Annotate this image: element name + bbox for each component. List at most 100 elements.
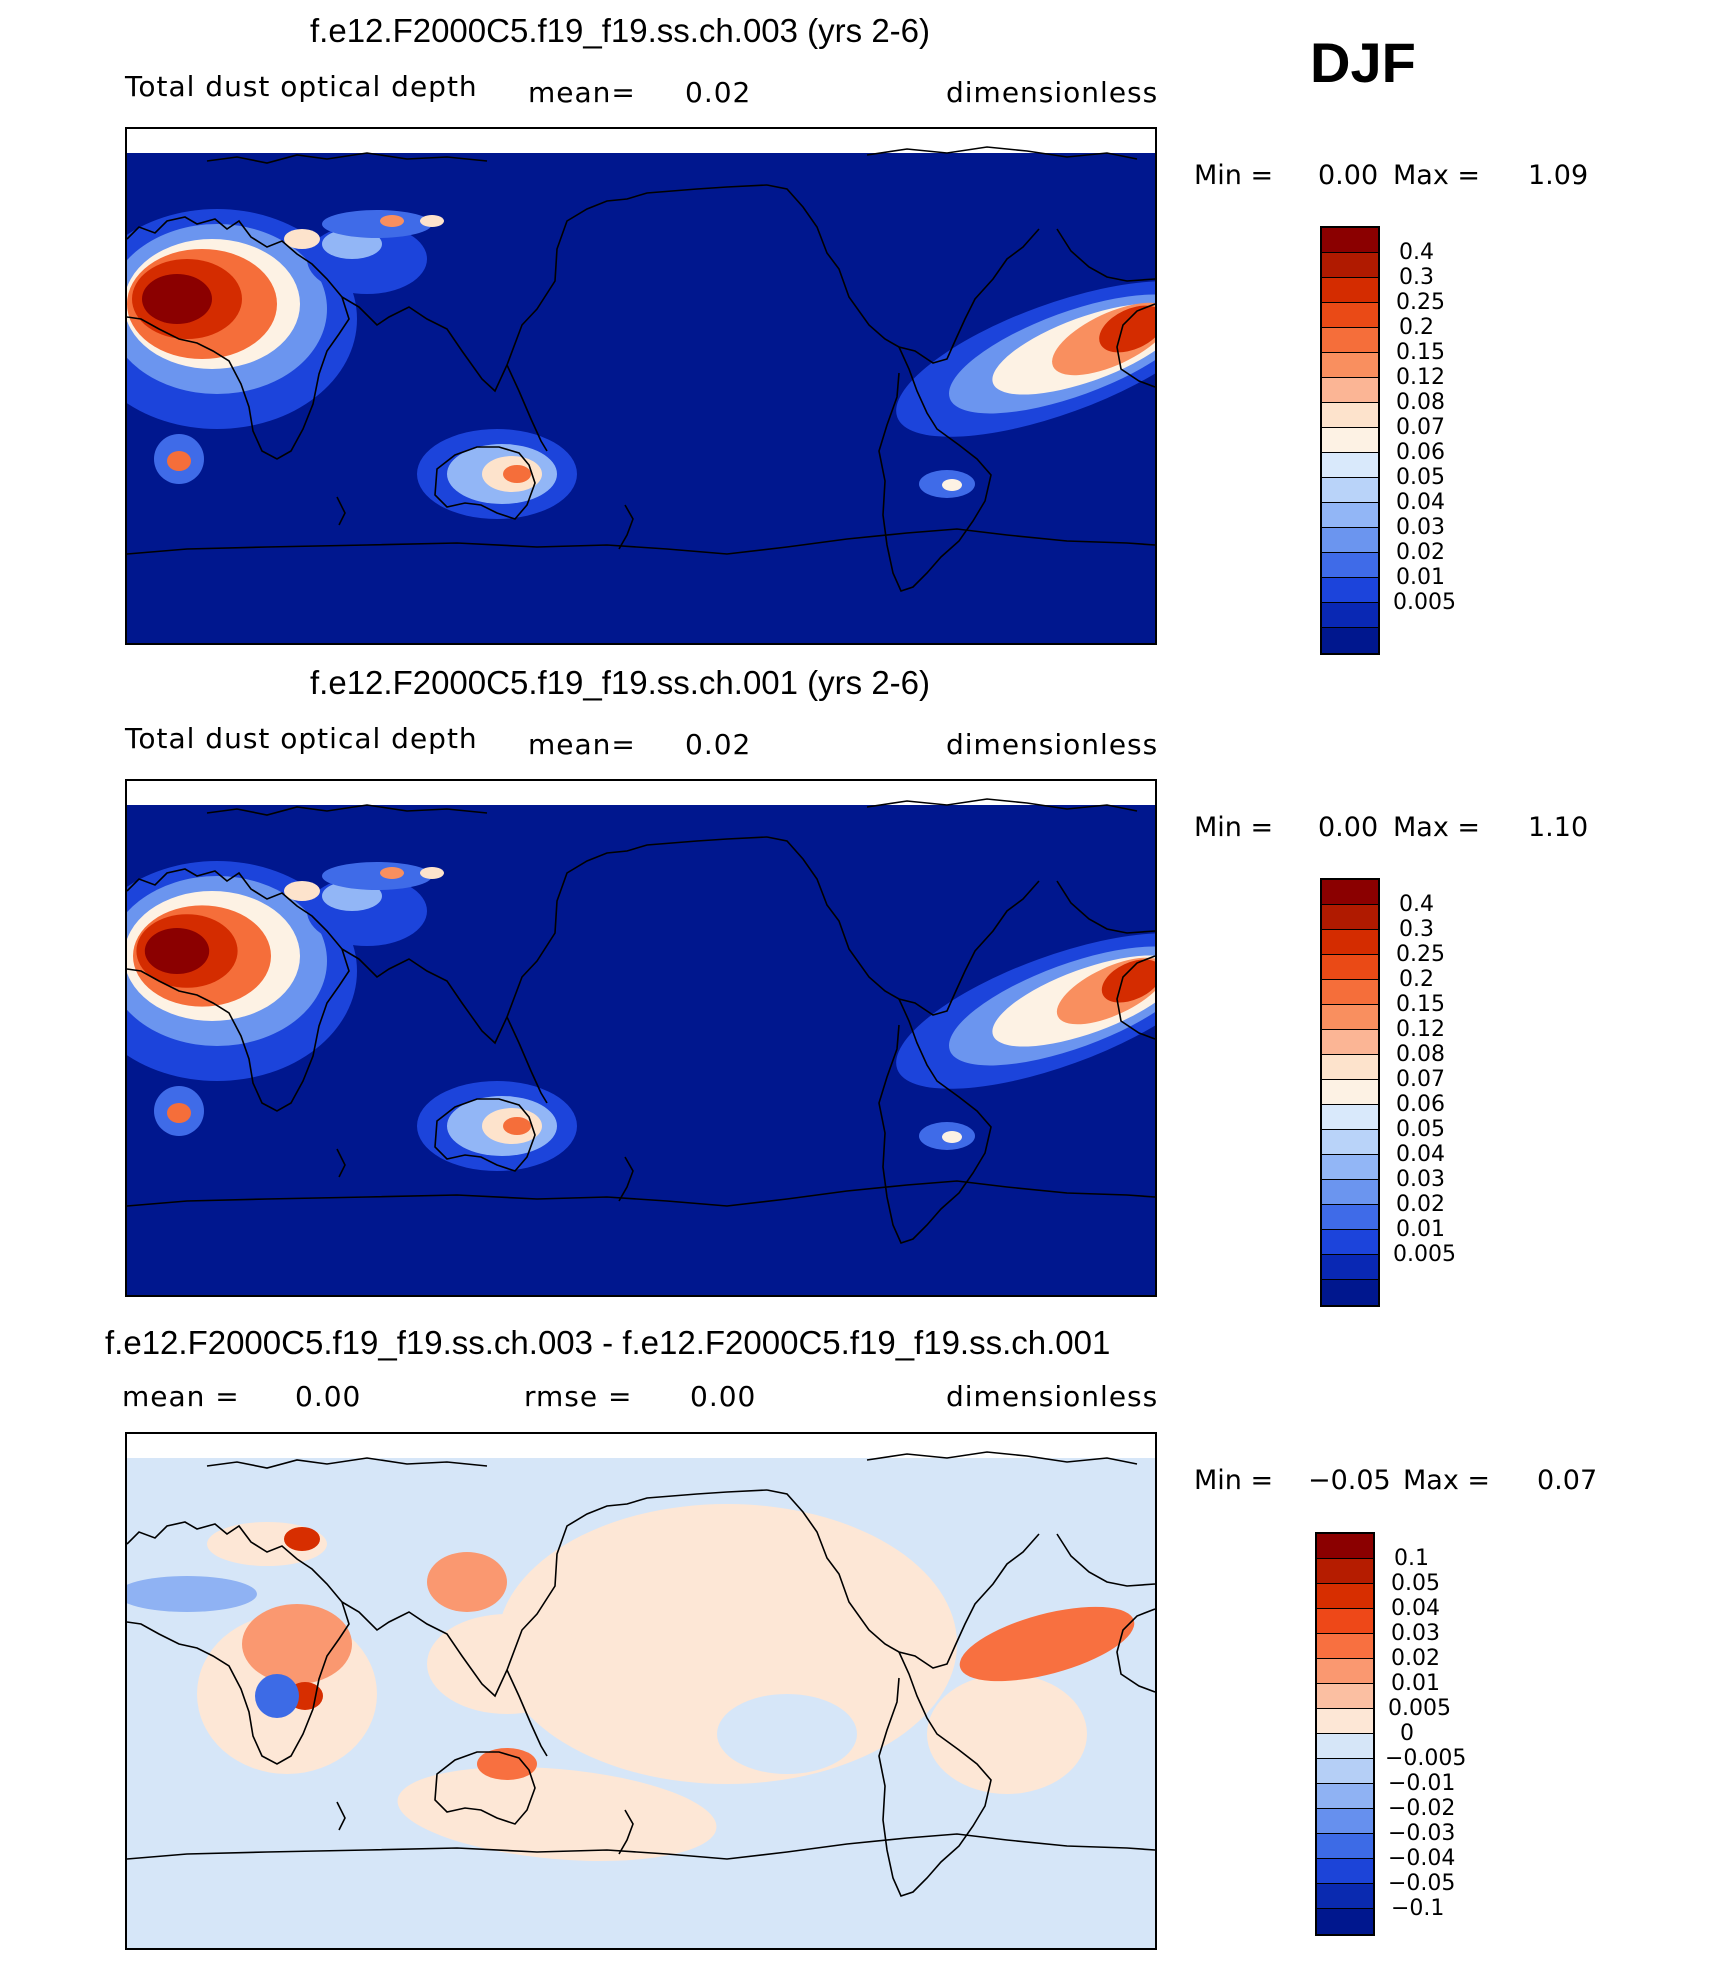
panel3-colorbar: 0.1 0.05 0.04 0.03 0.02 0.01 0.005 0 −0.005 −0.01… bbox=[1315, 1532, 1505, 1942]
coastline bbox=[1116, 303, 1155, 388]
coastline bbox=[127, 216, 350, 460]
colorbar-label: 0.07 bbox=[1396, 1067, 1445, 1092]
colorbar-segment bbox=[1322, 1105, 1378, 1130]
colorbar-label: 0.4 bbox=[1399, 892, 1434, 917]
colorbar-segment bbox=[1322, 1280, 1378, 1305]
coastline bbox=[766, 1489, 1040, 1669]
coastline bbox=[127, 1180, 1155, 1207]
colorbar-segment bbox=[1322, 553, 1378, 578]
panel1-min-label: Min = bbox=[1194, 160, 1274, 191]
coastline bbox=[1116, 1608, 1155, 1693]
colorbar-segment bbox=[1322, 303, 1378, 328]
colorbar-label: −0.04 bbox=[1388, 1846, 1456, 1871]
coastline bbox=[878, 346, 992, 592]
coastline bbox=[1056, 1533, 1155, 1587]
colorbar-label: 0.03 bbox=[1396, 515, 1445, 540]
colorbar-segment bbox=[1322, 378, 1378, 403]
panel3-map bbox=[125, 1432, 1157, 1950]
dust-core bbox=[167, 451, 191, 471]
colorbar-segment bbox=[1322, 980, 1378, 1005]
coastline bbox=[1116, 955, 1155, 1040]
colorbar-label: −0.05 bbox=[1388, 1871, 1456, 1896]
colorbar-box bbox=[1315, 1532, 1375, 1936]
coastline bbox=[127, 868, 350, 1112]
coastline bbox=[127, 1521, 350, 1765]
panel1-map bbox=[125, 127, 1157, 645]
colorbar-segment bbox=[1322, 1155, 1378, 1180]
panel2-map bbox=[125, 779, 1157, 1297]
colorbar-segment bbox=[1322, 1080, 1378, 1105]
coastline bbox=[206, 804, 488, 816]
dust-core bbox=[420, 215, 444, 227]
negative-anomaly-region bbox=[717, 1694, 857, 1774]
coastline bbox=[766, 184, 1040, 364]
panel2-mean-label: mean= bbox=[528, 728, 636, 761]
colorbar-segment bbox=[1322, 1005, 1378, 1030]
colorbar-label: 0.06 bbox=[1396, 440, 1445, 465]
coastline bbox=[506, 1016, 548, 1104]
colorbar-label: 0.01 bbox=[1396, 565, 1445, 590]
colorbar-label: 0.3 bbox=[1399, 917, 1434, 942]
colorbar-label: 0.07 bbox=[1396, 415, 1445, 440]
negative-anomaly-region bbox=[127, 1576, 257, 1612]
panel1-units: dimensionless bbox=[946, 76, 1159, 109]
panel1-colorbar: 0.4 0.3 0.25 0.2 0.15 0.12 0.08 0.07 0.06 0.05 0.0… bbox=[1320, 226, 1490, 655]
positive-anomaly-core bbox=[477, 1748, 537, 1780]
dust-core bbox=[142, 274, 212, 324]
dust-core bbox=[503, 1117, 531, 1135]
colorbar-label: 0.04 bbox=[1396, 1142, 1445, 1167]
colorbar-label: −0.01 bbox=[1388, 1771, 1456, 1796]
colorbar-segment bbox=[1317, 1684, 1373, 1709]
colorbar-label: 0.005 bbox=[1393, 1242, 1456, 1267]
coastline bbox=[206, 152, 488, 164]
panel3-rmse-value: 0.00 bbox=[690, 1380, 757, 1413]
panel2-min-value: 0.00 bbox=[1318, 812, 1379, 843]
panel2-min-label: Min = bbox=[1194, 812, 1274, 843]
panel3-min-label: Min = bbox=[1194, 1465, 1274, 1496]
positive-anomaly-core bbox=[284, 1527, 320, 1551]
colorbar-label: 0.25 bbox=[1396, 290, 1445, 315]
panel1-min-value: 0.00 bbox=[1318, 160, 1379, 191]
colorbar-label: 0.03 bbox=[1391, 1621, 1440, 1646]
colorbar-segment bbox=[1317, 1709, 1373, 1734]
colorbar-segment bbox=[1317, 1634, 1373, 1659]
colorbar-label: 0.3 bbox=[1399, 265, 1434, 290]
panel1-max-label: Max = bbox=[1393, 160, 1481, 191]
colorbar-label: 0.05 bbox=[1396, 465, 1445, 490]
colorbar-segment bbox=[1317, 1759, 1373, 1784]
colorbar-segment bbox=[1322, 353, 1378, 378]
dust-core bbox=[380, 867, 404, 879]
panel1-max-value: 1.09 bbox=[1528, 160, 1589, 191]
panel3-mean-label: mean = bbox=[122, 1380, 240, 1413]
panel1-variable: Total dust optical depth bbox=[125, 70, 478, 103]
panel2-max-label: Max = bbox=[1393, 812, 1481, 843]
colorbar-label: 0.02 bbox=[1396, 540, 1445, 565]
colorbar-label: 0.12 bbox=[1396, 1017, 1445, 1042]
colorbar-label: 0.02 bbox=[1391, 1646, 1440, 1671]
coastline bbox=[341, 1489, 768, 1698]
coastline bbox=[336, 496, 346, 526]
colorbar-label: 0 bbox=[1400, 1721, 1414, 1746]
dust-region bbox=[322, 862, 432, 890]
colorbar-label: 0.005 bbox=[1393, 590, 1456, 615]
panel3-units: dimensionless bbox=[946, 1380, 1159, 1413]
colorbar-label: 0.15 bbox=[1396, 340, 1445, 365]
panel1-mean-value: 0.02 bbox=[685, 76, 752, 109]
colorbar-segment bbox=[1322, 1255, 1378, 1280]
panel1-title: f.e12.F2000C5.f19_f19.ss.ch.003 (yrs 2-6… bbox=[310, 12, 931, 49]
colorbar-segment bbox=[1322, 453, 1378, 478]
colorbar-label: 0.2 bbox=[1399, 967, 1434, 992]
colorbar-label: 0.2 bbox=[1399, 315, 1434, 340]
colorbar-segment bbox=[1322, 403, 1378, 428]
colorbar-label: 0.04 bbox=[1391, 1596, 1440, 1621]
colorbar-segment bbox=[1322, 603, 1378, 628]
panel3-mean-value: 0.00 bbox=[295, 1380, 362, 1413]
colorbar-label: 0.08 bbox=[1396, 390, 1445, 415]
coastline bbox=[506, 1669, 548, 1757]
colorbar-label: 0.01 bbox=[1396, 1217, 1445, 1242]
colorbar-segment bbox=[1317, 1909, 1373, 1934]
positive-anomaly-core bbox=[427, 1552, 507, 1612]
colorbar-label: 0.02 bbox=[1396, 1192, 1445, 1217]
panel2-map-svg bbox=[127, 781, 1155, 1295]
colorbar-segment bbox=[1322, 1205, 1378, 1230]
